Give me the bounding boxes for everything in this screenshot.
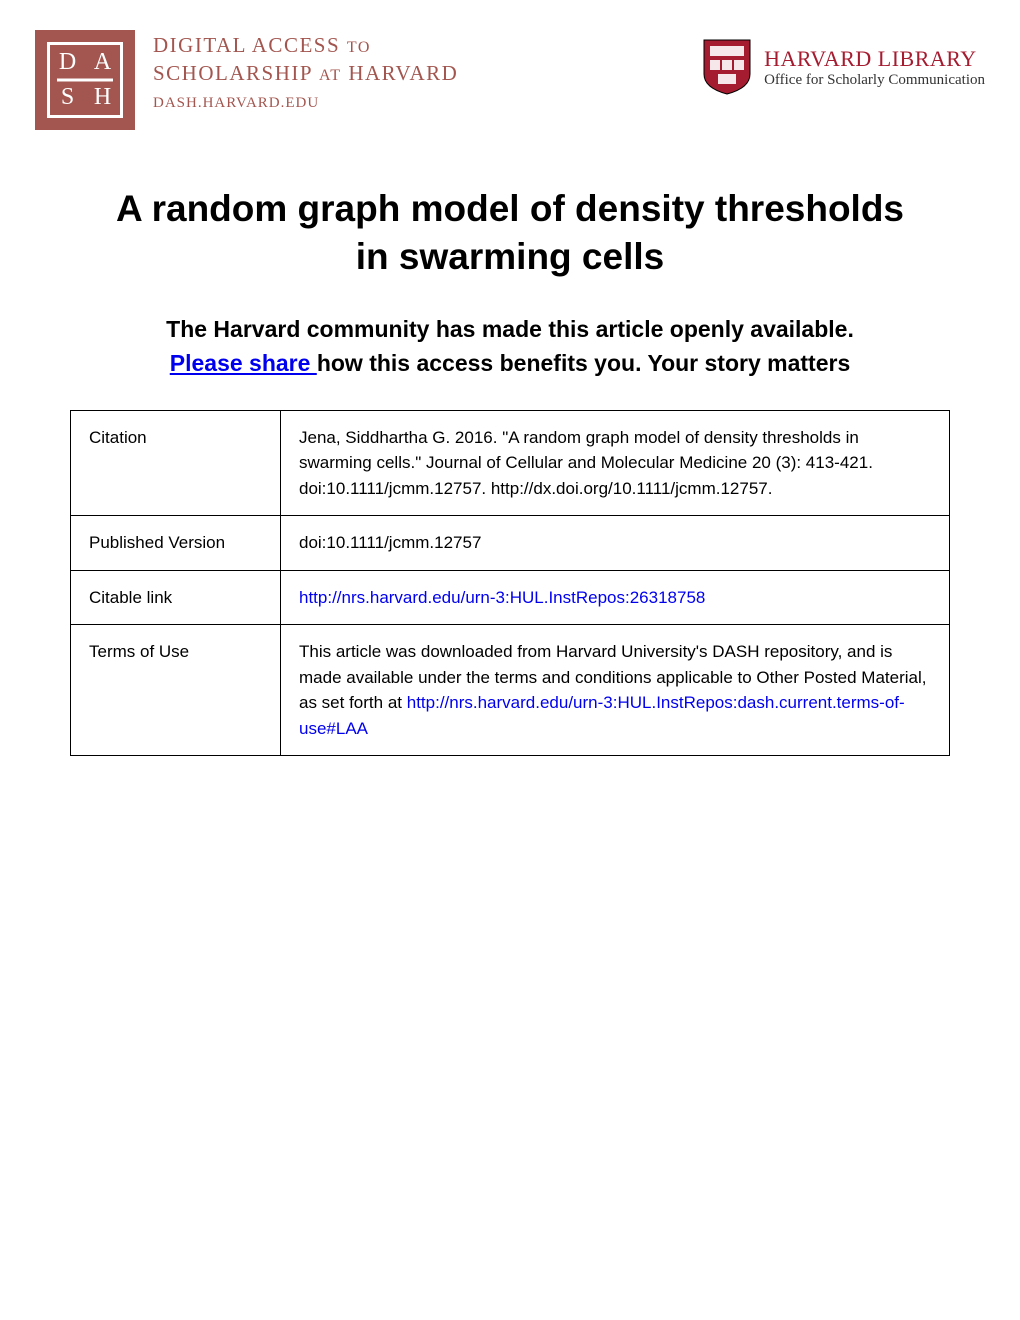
- harvard-library-subtitle: Office for Scholarly Communication: [764, 72, 985, 89]
- harvard-text-block: HARVARD LIBRARY Office for Scholarly Com…: [764, 46, 985, 89]
- row-value: http://nrs.harvard.edu/urn-3:HUL.InstRep…: [281, 570, 950, 625]
- row-label: Terms of Use: [71, 625, 281, 756]
- harvard-shield-icon: [702, 38, 752, 96]
- article-title: A random graph model of density threshol…: [35, 185, 985, 281]
- subtitle-post: how this access benefits you. Your story…: [317, 350, 850, 376]
- dash-tagline-text: DIGITAL ACCESS: [153, 33, 340, 57]
- row-label: Citation: [71, 410, 281, 516]
- metadata-table: Citation Jena, Siddhartha G. 2016. "A ra…: [70, 410, 950, 757]
- page-header: D A S H DIGITAL ACCESS TO SCHOLARSHIP AT…: [35, 30, 985, 130]
- dash-tagline-small: AT: [319, 67, 342, 84]
- dash-letter: H: [85, 80, 120, 115]
- row-value: This article was downloaded from Harvard…: [281, 625, 950, 756]
- dash-url: DASH.HARVARD.EDU: [153, 95, 458, 112]
- subtitle-pre: The Harvard community has made this arti…: [166, 316, 854, 342]
- dash-tagline-2: SCHOLARSHIP AT HARVARD: [153, 60, 458, 86]
- dash-tagline-1: DIGITAL ACCESS TO: [153, 32, 458, 58]
- row-value: Jena, Siddhartha G. 2016. "A random grap…: [281, 410, 950, 516]
- dash-logo: D A S H: [35, 30, 135, 130]
- dash-logo-grid: D A S H: [47, 42, 123, 118]
- harvard-library-block: HARVARD LIBRARY Office for Scholarly Com…: [702, 30, 985, 96]
- dash-letter: S: [50, 80, 85, 115]
- dash-tagline-text: HARVARD: [348, 61, 458, 85]
- table-row: Citable link http://nrs.harvard.edu/urn-…: [71, 570, 950, 625]
- citable-link[interactable]: http://nrs.harvard.edu/urn-3:HUL.InstRep…: [299, 588, 705, 607]
- table-row: Terms of Use This article was downloaded…: [71, 625, 950, 756]
- dash-tagline-small: TO: [347, 39, 371, 56]
- share-subtitle: The Harvard community has made this arti…: [35, 313, 985, 380]
- table-row: Published Version doi:10.1111/jcmm.12757: [71, 516, 950, 571]
- dash-letter: A: [85, 45, 120, 80]
- dash-letter: D: [50, 45, 85, 80]
- harvard-library-title: HARVARD LIBRARY: [764, 46, 985, 72]
- dash-tagline-text: SCHOLARSHIP: [153, 61, 312, 85]
- please-share-link[interactable]: Please share: [170, 350, 317, 376]
- row-label: Citable link: [71, 570, 281, 625]
- row-value: doi:10.1111/jcmm.12757: [281, 516, 950, 571]
- table-row: Citation Jena, Siddhartha G. 2016. "A ra…: [71, 410, 950, 516]
- row-label: Published Version: [71, 516, 281, 571]
- dash-brand-block: D A S H DIGITAL ACCESS TO SCHOLARSHIP AT…: [35, 30, 458, 130]
- dash-text-block: DIGITAL ACCESS TO SCHOLARSHIP AT HARVARD…: [153, 30, 458, 112]
